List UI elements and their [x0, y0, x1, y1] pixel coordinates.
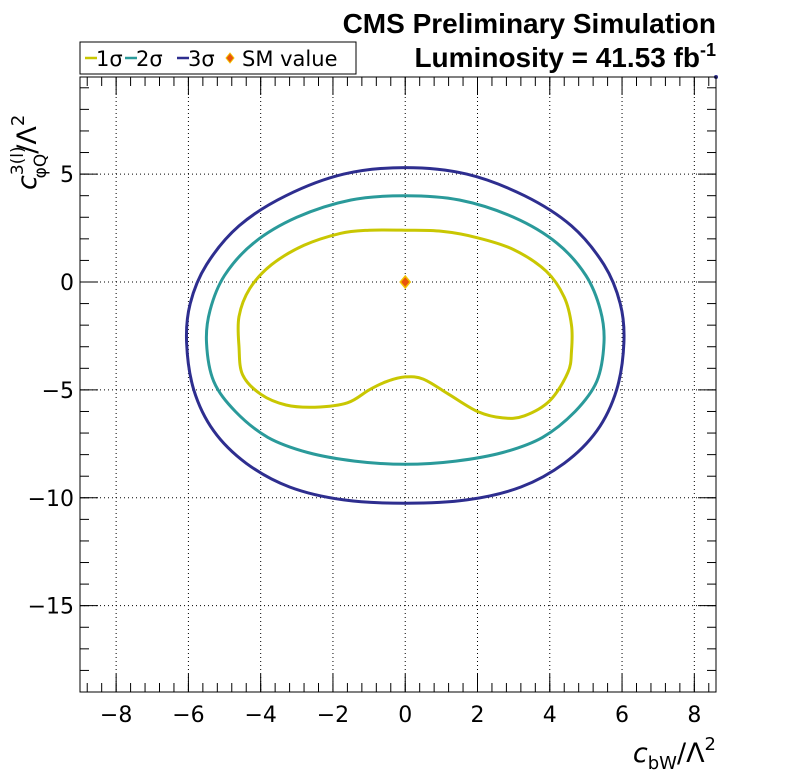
x-tick-label: −2 — [317, 703, 349, 728]
svg-text:c3(l)φQ/Λ2: c3(l) φQ/Λ2 — [8, 115, 51, 190]
y-tick-label: −10 — [28, 487, 74, 512]
grid-lines — [80, 77, 716, 692]
legend-label: SM value — [242, 47, 337, 71]
x-tick-label: 8 — [687, 703, 701, 728]
y-tick-label: 0 — [60, 271, 74, 296]
contour-3sigma — [184, 166, 626, 505]
legend-label: 2σ — [136, 47, 163, 71]
y-tick-label: −5 — [42, 379, 74, 404]
x-tick-label: 0 — [398, 703, 412, 728]
plot-frame — [79, 76, 717, 693]
axis-ticks — [80, 77, 716, 693]
y-tick-label: 5 — [60, 163, 74, 188]
chart-title: CMS Preliminary Simulation — [343, 8, 716, 39]
legend-diamond-marker — [225, 52, 235, 64]
tick-labels: −8 −6 −4 −2 0 2 4 6 8 −15 −10 −5 0 5 — [28, 163, 702, 728]
x-tick-label: 4 — [543, 703, 557, 728]
contour-1sigma — [236, 228, 574, 420]
sm-value-marker — [399, 274, 412, 290]
legend-label: 3σ — [188, 47, 215, 71]
contour-series — [184, 166, 626, 505]
x-tick-label: −6 — [172, 703, 204, 728]
legend: 1σ 2σ 3σ SM value — [79, 41, 357, 75]
x-tick-label: −8 — [100, 703, 132, 728]
x-tick-label: 2 — [471, 703, 485, 728]
luminosity-exponent: -1 — [700, 40, 716, 60]
sm-value-marker-group — [399, 75, 718, 290]
contour-2sigma — [204, 194, 606, 466]
luminosity-label: Luminosity = 41.53 fb-1 — [414, 40, 716, 73]
y-axis-title: c3(l) φQ/Λ2 — [8, 115, 51, 190]
x-axis-title: cbW/Λ2 — [633, 734, 716, 772]
y-tick-label: −15 — [28, 595, 74, 620]
legend-label: 1σ — [96, 47, 123, 71]
x-tick-label: 6 — [615, 703, 629, 728]
x-tick-label: −4 — [244, 703, 276, 728]
